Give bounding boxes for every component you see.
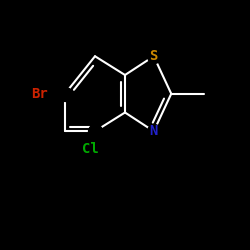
Text: S: S xyxy=(150,49,158,63)
Text: N: N xyxy=(150,124,158,138)
Text: Br: Br xyxy=(32,87,48,101)
Text: Cl: Cl xyxy=(82,142,98,156)
